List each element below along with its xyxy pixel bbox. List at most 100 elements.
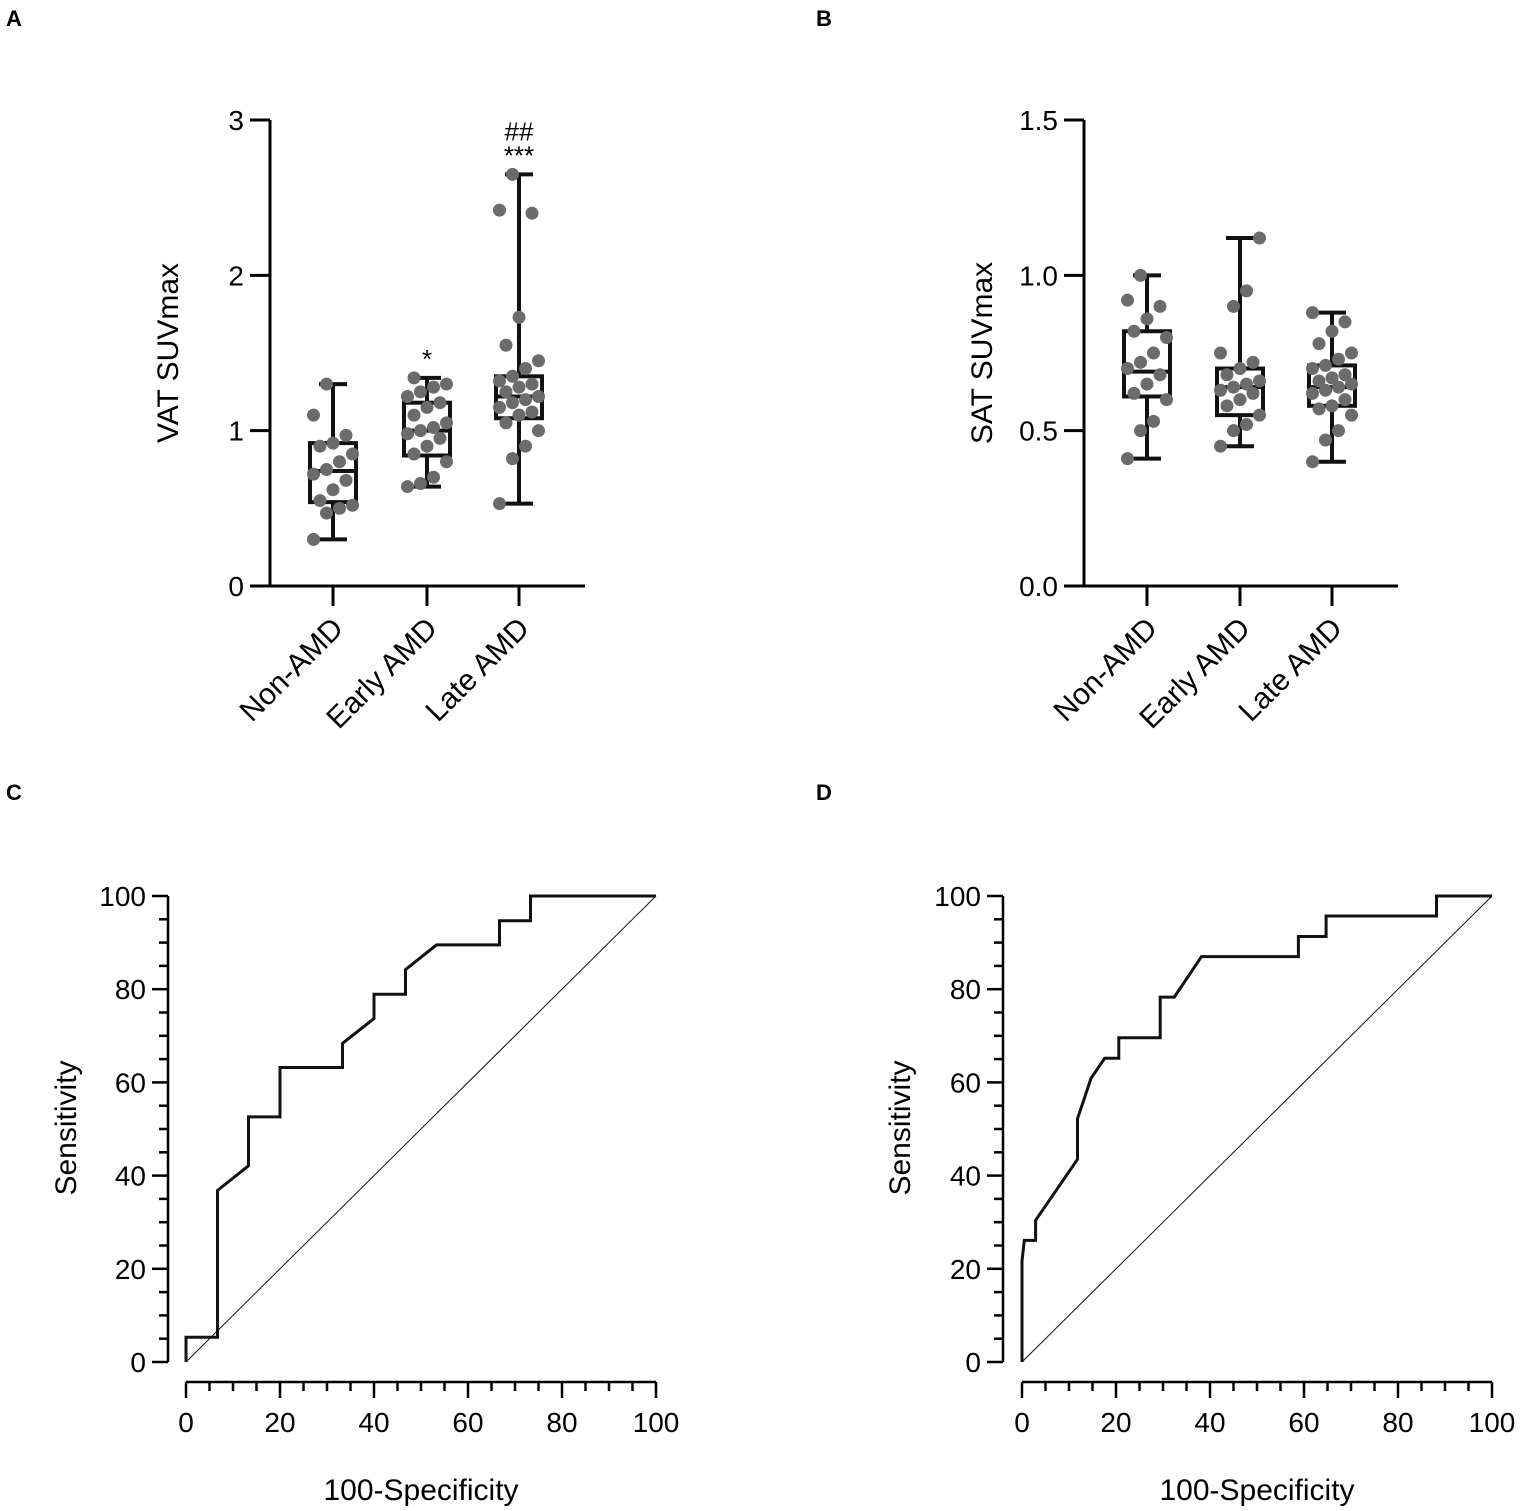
panel-b-data-point bbox=[1121, 293, 1134, 307]
panel-a-data-point bbox=[320, 506, 333, 520]
panel-c-y-axis-title: Sensitivity bbox=[50, 1060, 83, 1195]
panel-c-x-tick-label: 80 bbox=[546, 1407, 577, 1438]
panel-b-data-point bbox=[1147, 346, 1160, 360]
panel-d-y-tick-label: 0 bbox=[965, 1347, 981, 1378]
panel-b-data-point bbox=[1325, 324, 1339, 338]
panel-b-data-point bbox=[1127, 386, 1141, 400]
panel-d-chart: Sensitivity 100-Specificity 0 20 40 60 80 100… bbox=[884, 881, 1515, 1507]
panel-a-data-point bbox=[401, 480, 414, 494]
panel-b-y-tick-label: 1.5 bbox=[1019, 105, 1058, 136]
panel-b-y-tick-label: 0.0 bbox=[1019, 571, 1058, 602]
panel-b-data-point bbox=[1134, 424, 1147, 438]
panel-d-x-tick-label: 100 bbox=[1469, 1407, 1516, 1438]
panel-a-data-point bbox=[326, 483, 340, 497]
panel-a-data-point bbox=[407, 371, 421, 385]
panel-a-y-tick-label: 2 bbox=[228, 260, 244, 291]
panel-a-data-point bbox=[440, 377, 453, 391]
panel-d-y-tick-label: 100 bbox=[934, 881, 981, 912]
panel-b-data-point bbox=[1153, 299, 1167, 313]
panel-b-data-point bbox=[1121, 452, 1134, 466]
panel-c-x-tick-label: 100 bbox=[633, 1407, 680, 1438]
panel-a-data-point bbox=[506, 452, 519, 466]
panel-letter-a: A bbox=[6, 6, 22, 31]
panel-a-y-tick-label: 3 bbox=[228, 105, 244, 136]
panel-b-data-point bbox=[1140, 312, 1154, 326]
panel-b-data-point bbox=[1140, 377, 1154, 391]
panel-a-data-point bbox=[499, 385, 513, 399]
panel-c-x-axis-title: 100-Specificity bbox=[323, 1474, 518, 1507]
panel-letter-b: B bbox=[816, 6, 832, 31]
panel-a-data-point bbox=[493, 374, 506, 388]
panel-b-data-point bbox=[1214, 346, 1227, 360]
panel-a-data-point bbox=[414, 385, 427, 399]
panel-a-data-point bbox=[499, 338, 513, 352]
panel-a-y-tick-label: 1 bbox=[228, 416, 244, 447]
panel-b-data-point bbox=[1338, 393, 1352, 407]
panel-c-x-tick-label: 60 bbox=[452, 1407, 483, 1438]
panel-b-data-point bbox=[1220, 399, 1234, 413]
panel-a-data-point bbox=[532, 389, 545, 403]
panel-a-data-point bbox=[433, 396, 447, 410]
panel-b-data-point bbox=[1306, 362, 1319, 376]
panel-a-data-point bbox=[519, 393, 532, 407]
panel-a-data-point bbox=[440, 455, 453, 469]
panel-a-data-point bbox=[407, 447, 421, 461]
panel-a-data-point bbox=[401, 427, 414, 441]
panel-c-chart: Sensitivity 100-Specificity 0 20 40 60 80 100… bbox=[50, 881, 679, 1507]
panel-a-significance-marker: * bbox=[422, 344, 432, 374]
panel-b-y-tick-label: 1.0 bbox=[1019, 260, 1058, 291]
panel-b-data-point bbox=[1338, 315, 1352, 329]
panel-b-y-tick-label: 0.5 bbox=[1019, 416, 1058, 447]
panel-a-data-point bbox=[401, 389, 414, 403]
panel-a-data-point bbox=[506, 396, 519, 410]
panel-d-y-tick-label: 60 bbox=[950, 1067, 981, 1098]
panel-c-y-tick-label: 100 bbox=[99, 881, 146, 912]
panel-a-significance-marker-2: ## bbox=[505, 116, 534, 146]
panel-a-data-point bbox=[499, 416, 513, 430]
panel-a-data-point bbox=[506, 167, 519, 181]
panel-c-reference-line bbox=[185, 895, 657, 1363]
panel-d-roc-curve bbox=[1020, 894, 1492, 1362]
panel-b-data-point bbox=[1227, 424, 1240, 438]
panel-b-data-point bbox=[1134, 268, 1147, 282]
panel-a-y-tick-label: 0 bbox=[228, 571, 244, 602]
panel-b-data-point bbox=[1240, 377, 1253, 391]
panel-a-data-point bbox=[493, 497, 506, 511]
panel-b-data-point bbox=[1214, 383, 1227, 397]
panel-a-data-point bbox=[307, 532, 320, 546]
panel-a-data-point bbox=[525, 377, 539, 391]
panel-b-data-point bbox=[1246, 386, 1260, 400]
panel-b-data-point bbox=[1214, 439, 1227, 453]
panel-a-data-point bbox=[333, 455, 346, 469]
panel-a-data-point bbox=[427, 470, 440, 484]
panel-a-data-point bbox=[519, 362, 532, 376]
panel-d-y-tick-label: 40 bbox=[950, 1161, 981, 1192]
panel-b-data-point bbox=[1253, 231, 1266, 245]
panel-d-reference-line bbox=[1021, 895, 1493, 1363]
panel-a-data-point bbox=[525, 405, 539, 419]
panel-c-roc-curve bbox=[184, 894, 656, 1362]
panel-a-data-point bbox=[339, 473, 353, 487]
panel-b-data-point bbox=[1153, 368, 1167, 382]
panel-d-x-axis-title: 100-Specificity bbox=[1159, 1474, 1354, 1507]
panel-a-data-point bbox=[339, 428, 353, 442]
panel-letter-c: C bbox=[6, 780, 22, 805]
panel-c-y-tick-label: 0 bbox=[130, 1347, 146, 1378]
panel-a-data-point bbox=[440, 416, 453, 430]
panel-b-data-point bbox=[1306, 306, 1319, 320]
panel-d-x-tick-label: 20 bbox=[1100, 1407, 1131, 1438]
panel-c-y-tick-label: 20 bbox=[115, 1254, 146, 1285]
panel-d-x-tick-label: 0 bbox=[1014, 1407, 1030, 1438]
panel-a-significance-marker: *** bbox=[504, 140, 534, 170]
panel-a-data-point bbox=[346, 447, 359, 461]
panel-a-data-point bbox=[512, 408, 526, 422]
panel-b-y-axis-title: SAT SUVmax bbox=[966, 262, 999, 444]
panel-b-data-point bbox=[1240, 417, 1253, 431]
panel-a-data-point bbox=[407, 408, 421, 422]
panel-a-data-point bbox=[307, 467, 320, 481]
panel-b-data-point bbox=[1312, 337, 1326, 351]
panel-a-data-point bbox=[420, 439, 434, 453]
panel-b-data-point bbox=[1227, 299, 1240, 313]
panel-a-data-point bbox=[427, 421, 440, 435]
